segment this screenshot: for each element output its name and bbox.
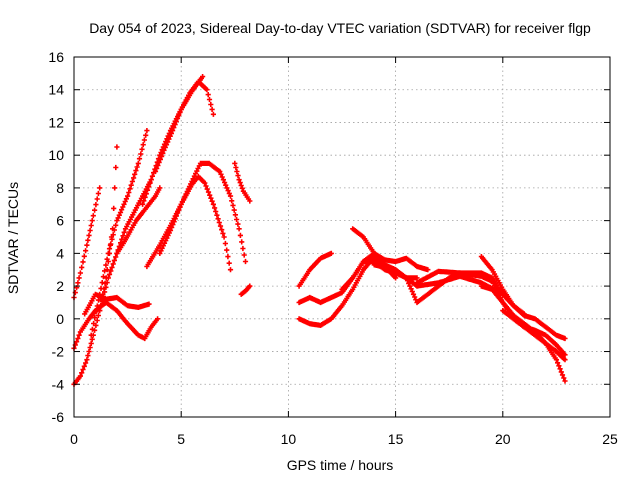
plus-markers <box>414 268 506 297</box>
y-axis-label: SDTVAR / TECUs <box>5 182 21 294</box>
plus-markers <box>500 308 568 358</box>
series-track-12 <box>232 160 253 204</box>
y-tick-label: -2 <box>52 344 65 360</box>
axis-ticks: 0 5 10 15 20 25 -6 -4 -2 0 2 4 6 8 10 12 14 16 <box>48 49 618 447</box>
plus-markers <box>140 74 206 207</box>
x-axis-label: GPS time / hours <box>287 457 394 473</box>
series-track-2 <box>71 185 103 301</box>
plus-markers <box>232 160 253 204</box>
series-track-16 <box>296 250 334 289</box>
data-points <box>71 74 568 387</box>
plus-markers <box>71 185 103 301</box>
plus-markers <box>152 78 216 175</box>
plus-markers <box>88 128 150 338</box>
chart-title: Day 054 of 2023, Sidereal Day-to-day VTE… <box>89 20 591 36</box>
y-tick-label: 2 <box>56 278 64 294</box>
plus-markers <box>478 254 568 342</box>
y-tick-label: 12 <box>48 114 64 130</box>
plus-markers <box>114 185 163 256</box>
x-tick-label: 15 <box>388 431 404 447</box>
y-tick-label: -4 <box>52 376 65 392</box>
y-tick-label: 10 <box>48 147 64 163</box>
series-track-9 <box>152 78 216 175</box>
plus-markers <box>157 160 249 265</box>
x-tick-label: 20 <box>495 431 511 447</box>
plot-frame <box>73 56 611 418</box>
y-tick-label: -6 <box>52 409 65 425</box>
series-track-13 <box>238 283 253 297</box>
series-track-8 <box>140 74 206 207</box>
grid-lines <box>74 57 610 417</box>
x-tick-label: 5 <box>177 431 185 447</box>
y-tick-label: 14 <box>48 82 64 98</box>
y-tick-label: 6 <box>56 213 64 229</box>
x-tick-label: 10 <box>281 431 297 447</box>
series-track-7 <box>114 185 163 256</box>
x-tick-label: 0 <box>70 431 78 447</box>
series-track-23 <box>478 254 568 342</box>
series-track-21 <box>414 268 506 297</box>
plus-markers <box>71 299 161 351</box>
y-tick-label: 16 <box>48 49 64 65</box>
series-track-5 <box>88 128 150 338</box>
plus-markers <box>238 283 253 297</box>
y-tick-label: 4 <box>56 245 64 261</box>
y-tick-label: 8 <box>56 180 64 196</box>
series-track-11 <box>157 160 249 265</box>
series-track-3 <box>71 299 161 351</box>
series-track-24 <box>500 308 568 358</box>
plus-markers <box>296 250 334 289</box>
x-tick-label: 25 <box>602 431 618 447</box>
y-tick-label: 0 <box>56 311 64 327</box>
